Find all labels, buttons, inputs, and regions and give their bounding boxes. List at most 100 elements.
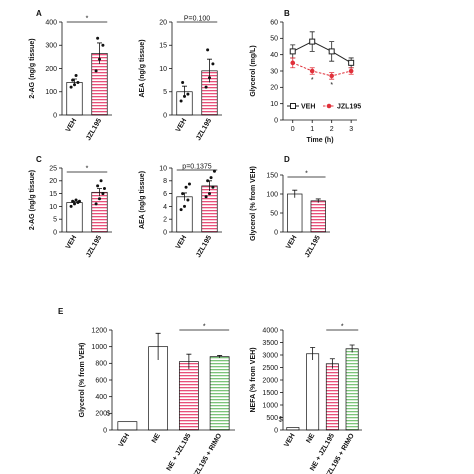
y-tick-label: 10 bbox=[159, 66, 167, 73]
error-bar bbox=[310, 347, 316, 360]
error-bar bbox=[186, 353, 192, 370]
bar bbox=[306, 353, 320, 431]
annotation: * bbox=[86, 16, 89, 23]
panel-letter: E bbox=[58, 307, 64, 316]
data-point bbox=[179, 99, 183, 103]
y-tick-label: 0 bbox=[274, 427, 278, 434]
bar bbox=[287, 193, 303, 233]
x-tick-label: 0 bbox=[291, 126, 295, 133]
y-tick-label: 10 bbox=[159, 165, 167, 172]
data-point bbox=[94, 202, 98, 206]
x-tick-label: JZL195 bbox=[304, 234, 322, 258]
x-tick-label: VEH bbox=[118, 433, 131, 449]
panel-letter: A bbox=[36, 9, 42, 18]
data-point bbox=[184, 185, 188, 189]
y-tick-label: 100 bbox=[266, 191, 278, 198]
data-point bbox=[179, 208, 183, 212]
y-tick-label: 1200 bbox=[91, 327, 107, 334]
y-tick-label: 8 bbox=[163, 178, 167, 185]
y-tick-label: 25 bbox=[49, 165, 57, 172]
data-point bbox=[69, 204, 73, 208]
x-tick-label: JZL195 bbox=[195, 234, 213, 258]
bar bbox=[117, 421, 138, 431]
error-bar bbox=[292, 189, 298, 198]
data-point bbox=[73, 202, 76, 206]
y-tick-label: 1000 bbox=[91, 344, 107, 351]
data-point bbox=[99, 179, 103, 183]
annotation: p=0.1375 bbox=[182, 164, 211, 171]
data-point bbox=[181, 192, 185, 196]
y-tick-label: 400 bbox=[45, 19, 57, 26]
data-point bbox=[98, 197, 101, 201]
data-point bbox=[211, 62, 215, 66]
x-tick-label: 2 bbox=[330, 126, 334, 133]
y-tick-label: 600 bbox=[95, 377, 107, 384]
x-tick-label: VEH bbox=[65, 235, 78, 251]
y-axis-label: Glycerol (mg/L) bbox=[250, 45, 257, 96]
marker bbox=[328, 48, 335, 55]
marker bbox=[329, 73, 334, 79]
annotation: $ bbox=[106, 411, 110, 418]
y-tick-label: 800 bbox=[95, 361, 107, 368]
y-tick-label: 0 bbox=[274, 229, 278, 236]
data-point bbox=[212, 169, 216, 173]
data-point bbox=[71, 78, 75, 82]
y-tick-label: 0 bbox=[163, 112, 167, 119]
bar bbox=[178, 361, 199, 431]
error-bar bbox=[349, 344, 355, 353]
legend-marker bbox=[290, 103, 296, 109]
series-line bbox=[292, 62, 352, 77]
y-tick-label: 0 bbox=[103, 427, 107, 434]
y-tick-label: 40 bbox=[270, 52, 278, 59]
annotation: $ bbox=[279, 417, 283, 424]
annotation: * bbox=[203, 324, 206, 331]
panel-letter: C bbox=[36, 155, 42, 164]
bar bbox=[345, 348, 359, 431]
y-tick-label: 15 bbox=[159, 43, 167, 50]
bar bbox=[66, 202, 83, 233]
y-axis-label: Glycerol (% from VEH) bbox=[250, 166, 257, 241]
data-point bbox=[204, 85, 208, 89]
error-bar bbox=[97, 188, 102, 197]
data-point bbox=[74, 73, 78, 77]
annotation: * bbox=[305, 171, 308, 178]
legend-label: JZL195 bbox=[337, 103, 361, 110]
y-tick-label: 2500 bbox=[262, 365, 278, 372]
bar bbox=[209, 356, 230, 431]
y-tick-label: 30 bbox=[270, 68, 278, 75]
series-line bbox=[292, 41, 352, 64]
legend-label: VEH bbox=[301, 103, 315, 110]
bar bbox=[66, 82, 83, 116]
y-tick-label: 6 bbox=[163, 191, 167, 198]
annotation: * bbox=[311, 77, 314, 84]
data-point bbox=[186, 92, 190, 96]
x-tick-label: JZL195 bbox=[195, 117, 213, 141]
bar bbox=[310, 200, 326, 233]
x-tick-label: VEH bbox=[285, 235, 298, 251]
y-tick-label: 400 bbox=[95, 394, 107, 401]
x-tick-label: 1 bbox=[310, 126, 314, 133]
y-tick-label: 1500 bbox=[262, 390, 278, 397]
error-bar bbox=[217, 355, 223, 358]
data-point bbox=[94, 69, 98, 73]
x-tick-label: JZL195 bbox=[85, 234, 103, 258]
x-tick-label: VEH bbox=[175, 235, 188, 251]
x-tick-label: VEH bbox=[175, 118, 188, 134]
data-point bbox=[183, 94, 186, 98]
y-tick-label: 1000 bbox=[262, 402, 278, 409]
data-point bbox=[211, 185, 215, 189]
x-tick-label: NE bbox=[151, 432, 162, 444]
y-axis-label: Glycerol (% from VEH) bbox=[79, 343, 86, 418]
y-tick-label: 50 bbox=[270, 36, 278, 43]
x-tick-label: NE bbox=[305, 432, 316, 444]
y-tick-label: 3500 bbox=[262, 340, 278, 347]
y-tick-label: 4000 bbox=[262, 327, 278, 334]
data-point bbox=[101, 192, 105, 196]
y-tick-label: 200 bbox=[45, 66, 57, 73]
legend-marker bbox=[326, 103, 332, 109]
y-axis-label: NEFA (% from VEH) bbox=[250, 347, 257, 412]
data-point bbox=[204, 195, 208, 199]
annotation: * bbox=[86, 166, 89, 173]
y-tick-label: 2000 bbox=[262, 377, 278, 384]
